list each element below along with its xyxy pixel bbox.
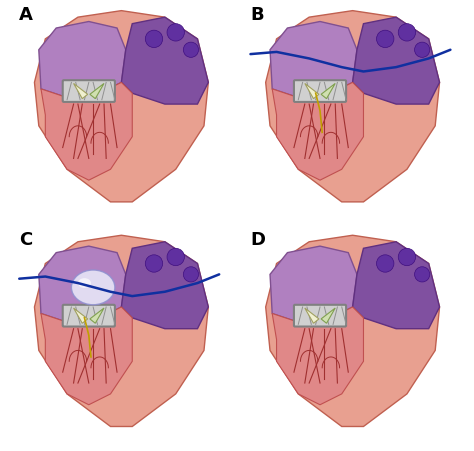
Text: C: C: [19, 230, 33, 249]
Ellipse shape: [72, 271, 115, 305]
Text: A: A: [19, 6, 33, 24]
Polygon shape: [39, 247, 126, 322]
Polygon shape: [353, 18, 439, 105]
Circle shape: [398, 25, 416, 42]
Circle shape: [415, 267, 430, 282]
Polygon shape: [270, 247, 357, 322]
Circle shape: [183, 43, 199, 58]
Circle shape: [146, 31, 163, 48]
Polygon shape: [305, 308, 319, 323]
Text: D: D: [250, 230, 265, 249]
Circle shape: [167, 25, 184, 42]
Polygon shape: [266, 236, 439, 427]
Circle shape: [146, 255, 163, 272]
Polygon shape: [41, 307, 132, 405]
Polygon shape: [321, 84, 335, 99]
Polygon shape: [35, 236, 208, 427]
FancyBboxPatch shape: [63, 305, 115, 327]
FancyBboxPatch shape: [294, 305, 346, 327]
Circle shape: [376, 31, 394, 48]
Polygon shape: [272, 83, 364, 181]
Polygon shape: [321, 308, 335, 323]
FancyBboxPatch shape: [294, 81, 346, 103]
Polygon shape: [73, 308, 88, 323]
Polygon shape: [41, 83, 132, 181]
Polygon shape: [90, 308, 104, 323]
Circle shape: [167, 249, 184, 266]
Polygon shape: [73, 84, 88, 99]
Circle shape: [376, 255, 394, 272]
Polygon shape: [35, 12, 208, 202]
Polygon shape: [39, 23, 126, 98]
Circle shape: [183, 267, 199, 282]
Polygon shape: [270, 23, 357, 98]
Polygon shape: [90, 84, 104, 99]
Ellipse shape: [78, 279, 91, 288]
Polygon shape: [121, 18, 208, 105]
Polygon shape: [266, 12, 439, 202]
Circle shape: [415, 43, 430, 58]
Circle shape: [398, 249, 416, 266]
Text: B: B: [250, 6, 264, 24]
Polygon shape: [305, 84, 319, 99]
Polygon shape: [353, 242, 439, 329]
Polygon shape: [272, 307, 364, 405]
FancyBboxPatch shape: [63, 81, 115, 103]
Polygon shape: [121, 242, 208, 329]
